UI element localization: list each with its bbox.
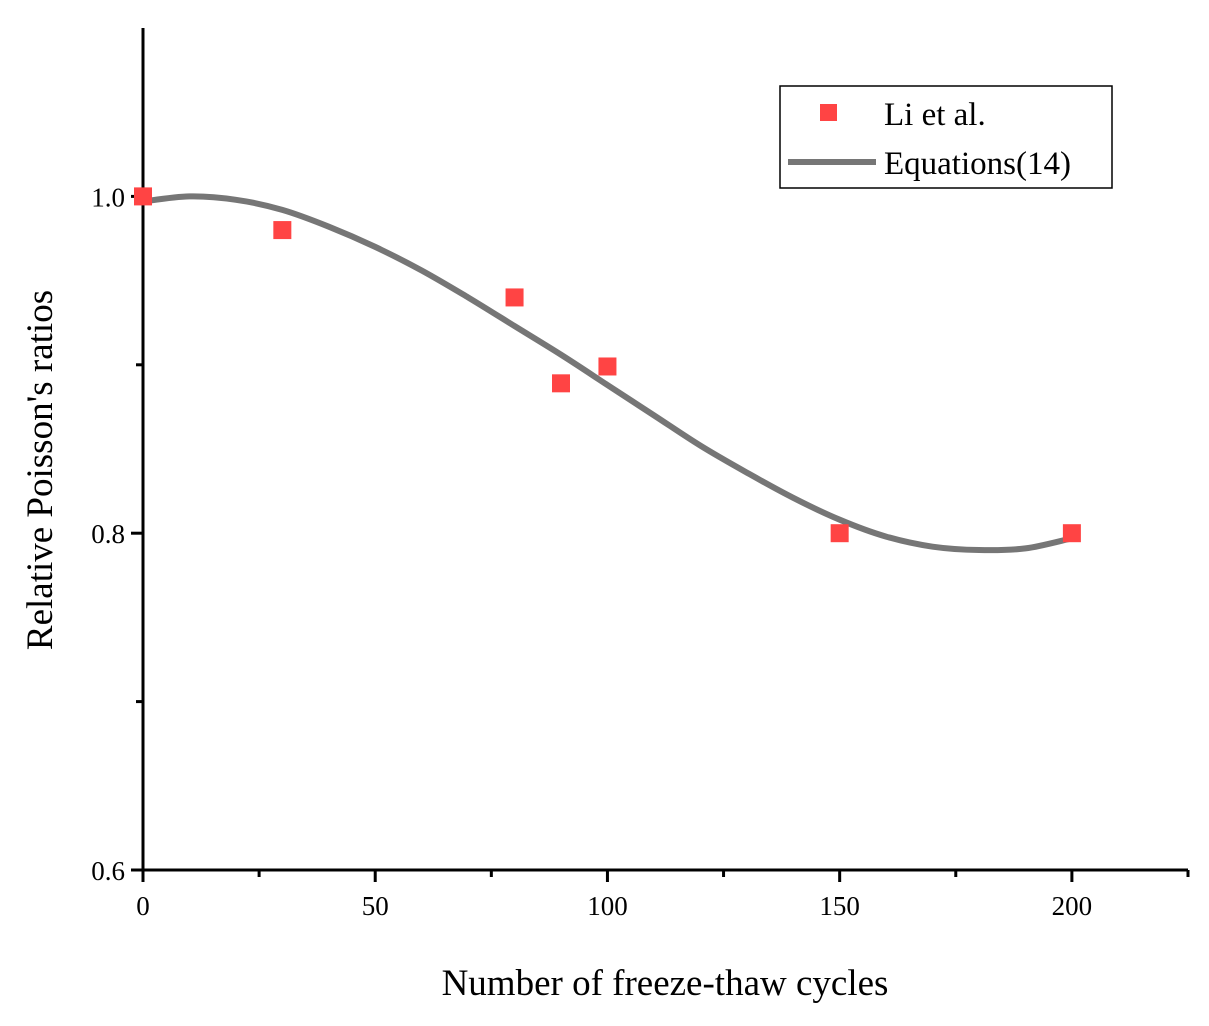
data-point: [830, 524, 849, 543]
y-axis-title: Relative Poisson's ratios: [20, 290, 61, 650]
data-point: [273, 221, 292, 240]
legend-marker-scatter: [820, 104, 837, 121]
legend: Li et al. Equations(14): [779, 85, 1113, 189]
legend-label-line: Equations(14): [884, 146, 1071, 182]
x-axis-title: Number of freeze-thaw cycles: [442, 963, 889, 1004]
data-point: [134, 187, 152, 206]
x-tick-label: 50: [362, 891, 389, 921]
data-point: [598, 357, 617, 376]
fit-curve-layer: [140, 193, 1075, 554]
x-tick-label: 0: [136, 891, 150, 921]
axes: [141, 28, 1188, 872]
data-point: [505, 288, 524, 307]
legend-box: [779, 85, 1113, 189]
data-point: [1062, 524, 1081, 543]
data-point: [552, 374, 570, 393]
y-tick-label: 1.0: [91, 182, 125, 212]
y-tick-label: 0.8: [91, 519, 125, 549]
x-tick-label: 200: [1052, 891, 1093, 921]
y-tick-label: 0.6: [91, 856, 125, 886]
x-tick-label: 100: [587, 891, 628, 921]
x-axis-ticks: 0 50 100 150 200: [136, 870, 1190, 921]
x-tick-label: 150: [819, 891, 860, 921]
data-points-layer: [134, 187, 1081, 543]
fit-curve: [140, 193, 1075, 554]
legend-label-scatter: Li et al.: [884, 97, 986, 133]
y-axis-ticks: 0.6 0.8 1.0: [91, 182, 143, 886]
